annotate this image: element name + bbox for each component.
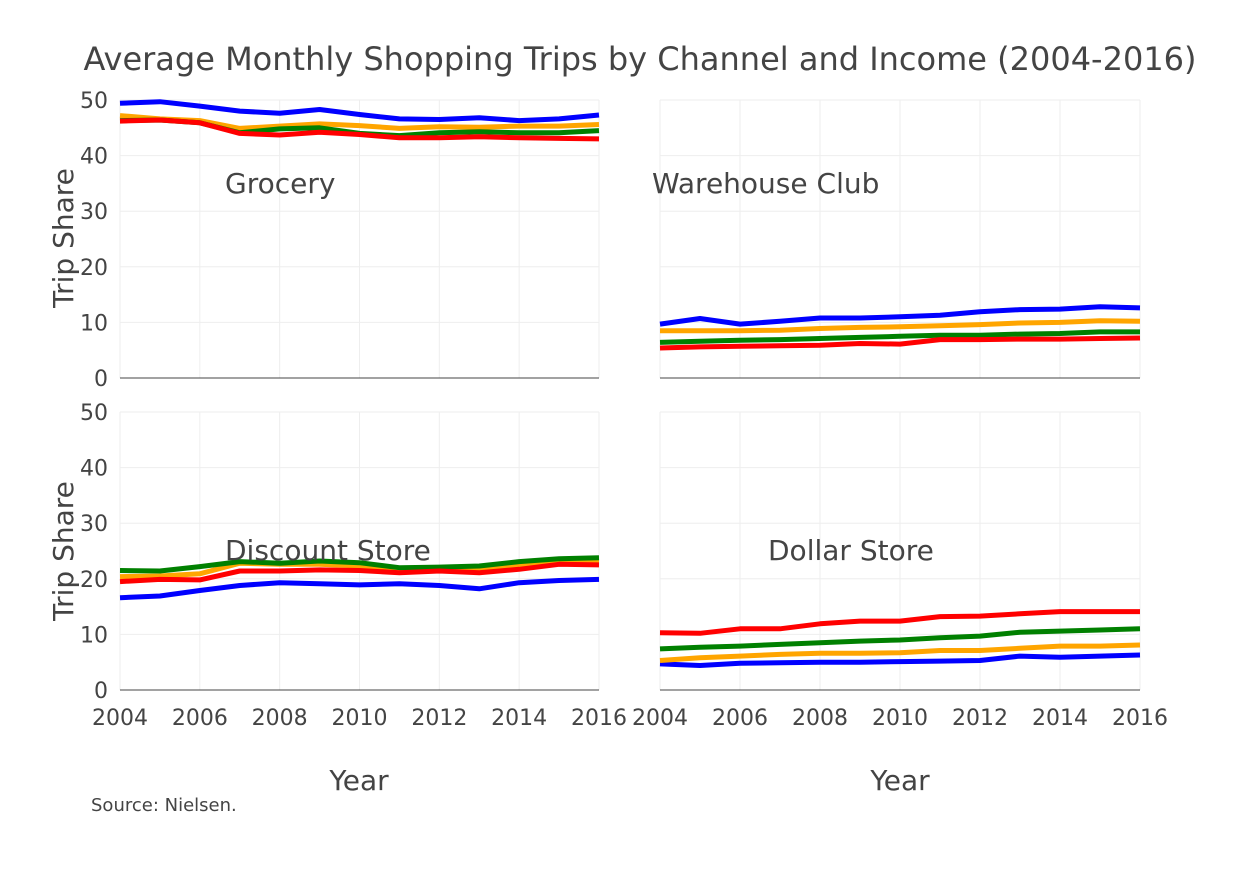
panel-grocery: 0 10 20 30 40 50 Grocery <box>80 89 600 392</box>
series-line-blue <box>659 652 1141 668</box>
series-line-red <box>659 609 1140 636</box>
panel-label-dollar-store: Dollar Store <box>768 534 934 567</box>
panel-label-discount-store: Discount Store <box>225 534 431 567</box>
x-tick-label: 2014 <box>491 706 547 731</box>
x-tick-label: 2004 <box>632 706 688 731</box>
y-tick-label: 40 <box>80 145 108 170</box>
series-line-blue <box>659 304 1141 327</box>
series-line-orange <box>119 558 600 580</box>
panel-dollar-store: 2004 2006 2008 2010 2012 2014 2016 Dollar Store <box>632 411 1168 731</box>
panel-label-grocery: Grocery <box>225 167 335 200</box>
x-axis-title-right: Year <box>869 764 930 797</box>
y-tick-label: 30 <box>80 512 108 537</box>
y-axis-title-bottom: Trip Share <box>47 481 80 622</box>
x-tick-label: 2012 <box>952 706 1008 731</box>
y-tick-label: 0 <box>94 367 108 392</box>
y-tick-label: 40 <box>80 457 108 482</box>
x-tick-label: 2008 <box>792 706 848 731</box>
x-tick-label: 2006 <box>712 706 768 731</box>
x-tick-label: 2008 <box>252 706 308 731</box>
panel-warehouse-club: Warehouse Club <box>652 99 1141 379</box>
y-tick-label: 10 <box>80 311 108 336</box>
y-axis-title-top: Trip Share <box>47 168 80 309</box>
y-tick-label: 50 <box>80 401 108 426</box>
x-axis-title-left: Year <box>328 764 389 797</box>
x-tick-label: 2010 <box>872 706 928 731</box>
series-line-red <box>119 117 600 142</box>
y-tick-label: 0 <box>94 679 108 704</box>
series-line-blue <box>119 576 600 601</box>
series-line-green <box>659 329 1140 345</box>
x-tick-label: 2006 <box>172 706 228 731</box>
y-tick-label: 50 <box>80 89 108 114</box>
series-line-green <box>659 626 1141 652</box>
x-tick-label: 2016 <box>571 706 627 731</box>
panel-label-warehouse-club: Warehouse Club <box>652 167 879 200</box>
x-tick-label: 2010 <box>332 706 388 731</box>
source-note: Source: Nielsen. <box>91 795 237 816</box>
y-tick-label: 20 <box>80 568 108 593</box>
chart-title: Average Monthly Shopping Trips by Channe… <box>83 40 1196 78</box>
y-tick-label: 10 <box>80 623 108 648</box>
series-line-red <box>119 561 600 585</box>
y-tick-label: 20 <box>80 256 108 281</box>
x-tick-label: 2004 <box>92 706 148 731</box>
x-tick-label: 2014 <box>1032 706 1088 731</box>
panel-discount-store: 0 10 20 30 40 50 2004 2006 2008 2010 2012 2014 2016 D… <box>80 401 627 731</box>
series-line-red <box>659 335 1141 351</box>
series-line-orange <box>659 642 1141 663</box>
series-line-orange <box>660 318 1141 334</box>
x-tick-label: 2012 <box>411 706 467 731</box>
y-tick-label: 30 <box>80 200 108 225</box>
panels: 0 10 20 30 40 50 Grocery Warehouse Club 0 10 20 30 4… <box>80 89 1168 731</box>
series-line-green <box>119 555 600 574</box>
series-line-blue <box>119 99 600 124</box>
x-tick-label: 2016 <box>1112 706 1168 731</box>
